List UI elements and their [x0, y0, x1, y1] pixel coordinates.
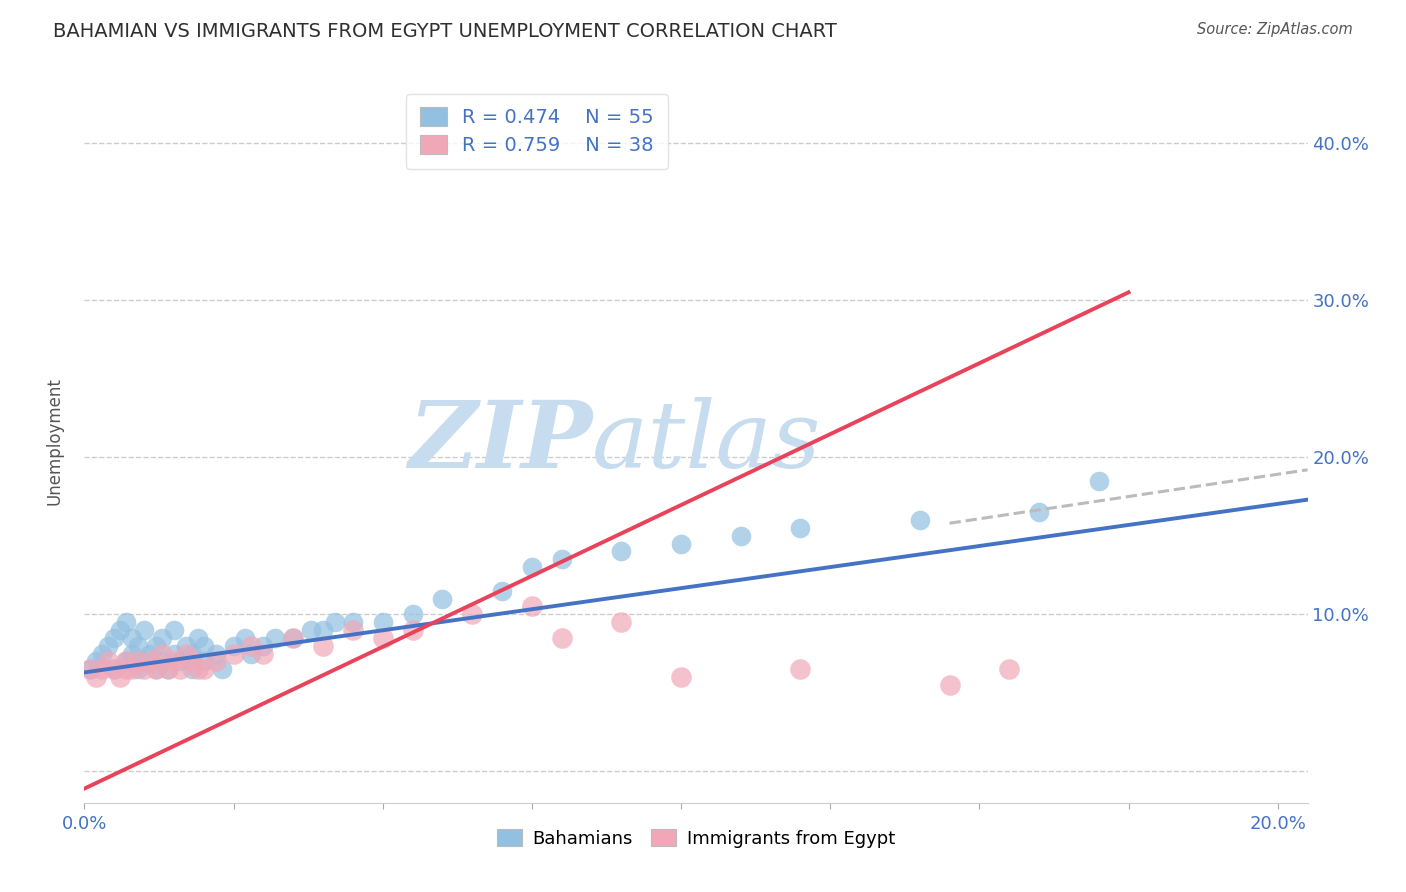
Point [610, 544, 633, 558]
Point [132, 623, 155, 637]
Point [730, 529, 752, 543]
Point [240, 639, 263, 653]
Point [97, 639, 120, 653]
Point [145, 662, 167, 676]
Point [150, 631, 173, 645]
Point [669, 536, 692, 550]
Point [299, 623, 322, 637]
Point [789, 521, 811, 535]
Point [108, 623, 131, 637]
Point [235, 631, 257, 645]
Point [491, 583, 513, 598]
Point [551, 552, 574, 566]
Text: BAHAMIAN VS IMMIGRANTS FROM EGYPT UNEMPLOYMENT CORRELATION CHART: BAHAMIAN VS IMMIGRANTS FROM EGYPT UNEMPL… [53, 22, 838, 41]
Point [193, 639, 215, 653]
Point [371, 615, 394, 630]
Point [1028, 505, 1050, 519]
Y-axis label: Unemployment: Unemployment [45, 377, 63, 506]
Point [84, 670, 107, 684]
Point [145, 662, 167, 676]
Point [264, 631, 287, 645]
Text: Source: ZipAtlas.com: Source: ZipAtlas.com [1197, 22, 1353, 37]
Point [323, 615, 346, 630]
Point [222, 639, 245, 653]
Point [174, 639, 197, 653]
Point [461, 607, 484, 622]
Point [401, 607, 423, 622]
Point [163, 623, 186, 637]
Point [204, 655, 226, 669]
Point [180, 662, 202, 676]
Point [610, 615, 633, 630]
Point [103, 662, 125, 676]
Point [908, 513, 931, 527]
Point [156, 662, 179, 676]
Point [187, 662, 209, 676]
Point [193, 655, 215, 669]
Point [174, 647, 197, 661]
Point [127, 662, 149, 676]
Point [180, 655, 202, 669]
Point [169, 662, 191, 676]
Point [103, 662, 125, 676]
Point [132, 655, 155, 669]
Point [156, 662, 179, 676]
Point [132, 662, 155, 676]
Point [180, 647, 202, 661]
Point [669, 670, 692, 684]
Point [115, 662, 138, 676]
Point [115, 655, 138, 669]
Point [115, 655, 138, 669]
Point [401, 623, 423, 637]
Point [103, 631, 125, 645]
Point [371, 631, 394, 645]
Text: ZIP: ZIP [408, 397, 592, 486]
Point [150, 655, 173, 669]
Point [252, 639, 274, 653]
Point [551, 631, 574, 645]
Point [121, 631, 143, 645]
Point [193, 662, 215, 676]
Point [283, 631, 305, 645]
Point [139, 647, 162, 661]
Point [84, 655, 107, 669]
Point [252, 647, 274, 661]
Point [312, 639, 335, 653]
Point [121, 647, 143, 661]
Point [520, 599, 543, 614]
Point [163, 655, 186, 669]
Point [204, 647, 226, 661]
Point [115, 615, 138, 630]
Point [211, 662, 233, 676]
Point [222, 647, 245, 661]
Point [108, 670, 131, 684]
Point [342, 615, 364, 630]
Point [127, 639, 149, 653]
Point [789, 662, 811, 676]
Point [169, 655, 191, 669]
Point [240, 647, 263, 661]
Point [91, 662, 114, 676]
Point [1087, 474, 1109, 488]
Point [520, 560, 543, 574]
Point [97, 655, 120, 669]
Point [312, 623, 335, 637]
Point [283, 631, 305, 645]
Point [121, 662, 143, 676]
Point [91, 647, 114, 661]
Point [145, 639, 167, 653]
Point [79, 662, 101, 676]
Point [187, 631, 209, 645]
Point [998, 662, 1021, 676]
Point [79, 662, 101, 676]
Point [150, 647, 173, 661]
Text: atlas: atlas [592, 397, 821, 486]
Point [139, 655, 162, 669]
Point [938, 678, 960, 692]
Legend: Bahamians, Immigrants from Egypt: Bahamians, Immigrants from Egypt [489, 822, 903, 855]
Point [342, 623, 364, 637]
Point [127, 655, 149, 669]
Point [432, 591, 454, 606]
Point [163, 647, 186, 661]
